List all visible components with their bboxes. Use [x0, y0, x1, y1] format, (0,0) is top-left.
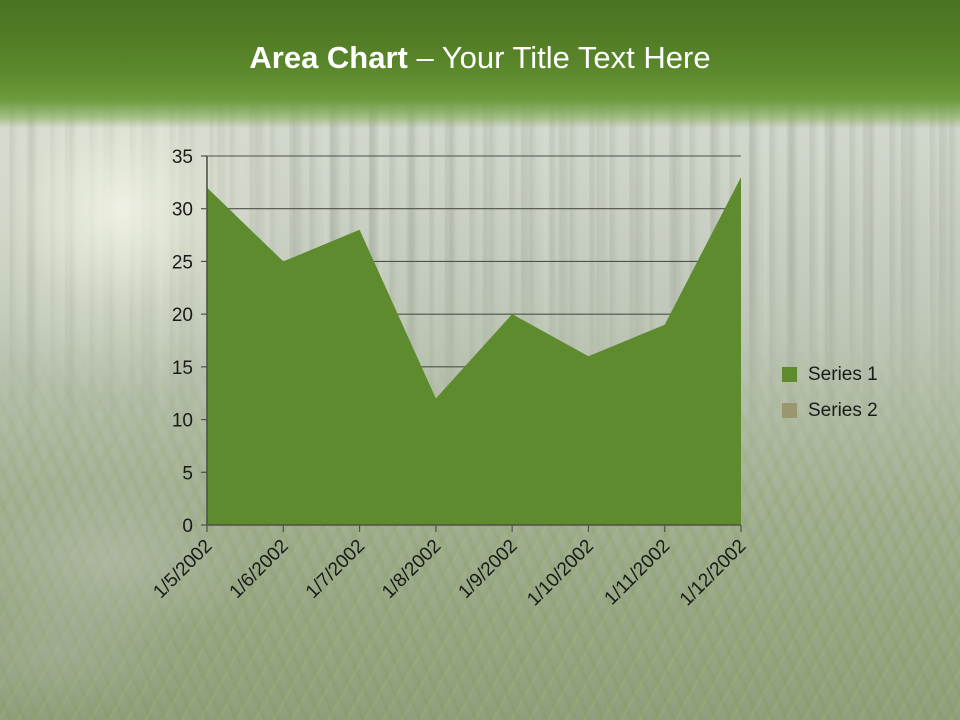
series-1-polygon[interactable]: [207, 177, 741, 525]
page-title: Area Chart – Your Title Text Here: [0, 38, 960, 78]
title-band: [0, 0, 960, 128]
x-axis-tick-labels: 1/5/2002 1/6/2002 1/7/2002 1/8/2002 1/9/2002…: [149, 536, 750, 611]
x-tick-label-0: 1/5/2002: [149, 536, 216, 603]
y-tick-label-5: 5: [182, 463, 193, 484]
legend-swatch-series-2: [782, 402, 797, 418]
x-tick-label-2: 1/7/2002: [302, 536, 369, 603]
legend-swatch-series-1: [782, 366, 797, 382]
chart-legend: Series 1 Series 2: [782, 356, 952, 428]
page-title-separator: –: [407, 40, 442, 75]
x-tick-label-7: 1/12/2002: [676, 536, 751, 611]
page-title-light: Your Title Text Here: [441, 40, 711, 75]
legend-item-series-2[interactable]: Series 2: [782, 392, 952, 428]
x-tick-label-5: 1/10/2002: [523, 536, 598, 611]
y-axis-tick-labels: 0 5 10 15 20 25 30 35: [172, 147, 193, 537]
y-tick-label-30: 30: [172, 200, 193, 221]
x-tick-label-6: 1/11/2002: [601, 536, 675, 610]
legend-label-series-1: Series 1: [808, 363, 878, 385]
page-title-strong: Area Chart: [249, 40, 408, 75]
x-tick-label-4: 1/9/2002: [455, 536, 522, 603]
axis-lines: [201, 155, 742, 532]
y-tick-label-0: 0: [182, 516, 193, 537]
y-tick-label-35: 35: [172, 147, 193, 168]
x-tick-label-1: 1/6/2002: [226, 536, 293, 603]
y-tick-label-25: 25: [172, 252, 193, 273]
y-tick-label-20: 20: [172, 305, 193, 326]
legend-label-series-2: Series 2: [808, 399, 878, 421]
y-tick-label-10: 10: [172, 411, 193, 432]
y-tick-label-15: 15: [172, 358, 193, 379]
series-1-area[interactable]: [207, 177, 741, 525]
legend-item-series-1[interactable]: Series 1: [782, 356, 952, 392]
x-tick-label-3: 1/8/2002: [378, 536, 445, 603]
